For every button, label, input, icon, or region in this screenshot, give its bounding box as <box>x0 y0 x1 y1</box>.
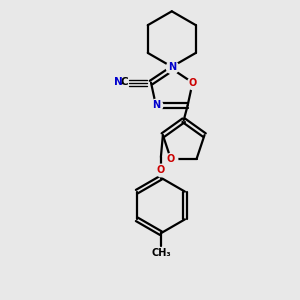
Text: C: C <box>121 77 128 87</box>
Text: O: O <box>167 154 175 164</box>
Text: O: O <box>157 165 165 175</box>
Text: O: O <box>188 78 197 88</box>
Text: N: N <box>168 62 176 72</box>
Text: N: N <box>114 77 123 87</box>
Text: CH₃: CH₃ <box>151 248 171 258</box>
Text: N: N <box>152 100 160 110</box>
